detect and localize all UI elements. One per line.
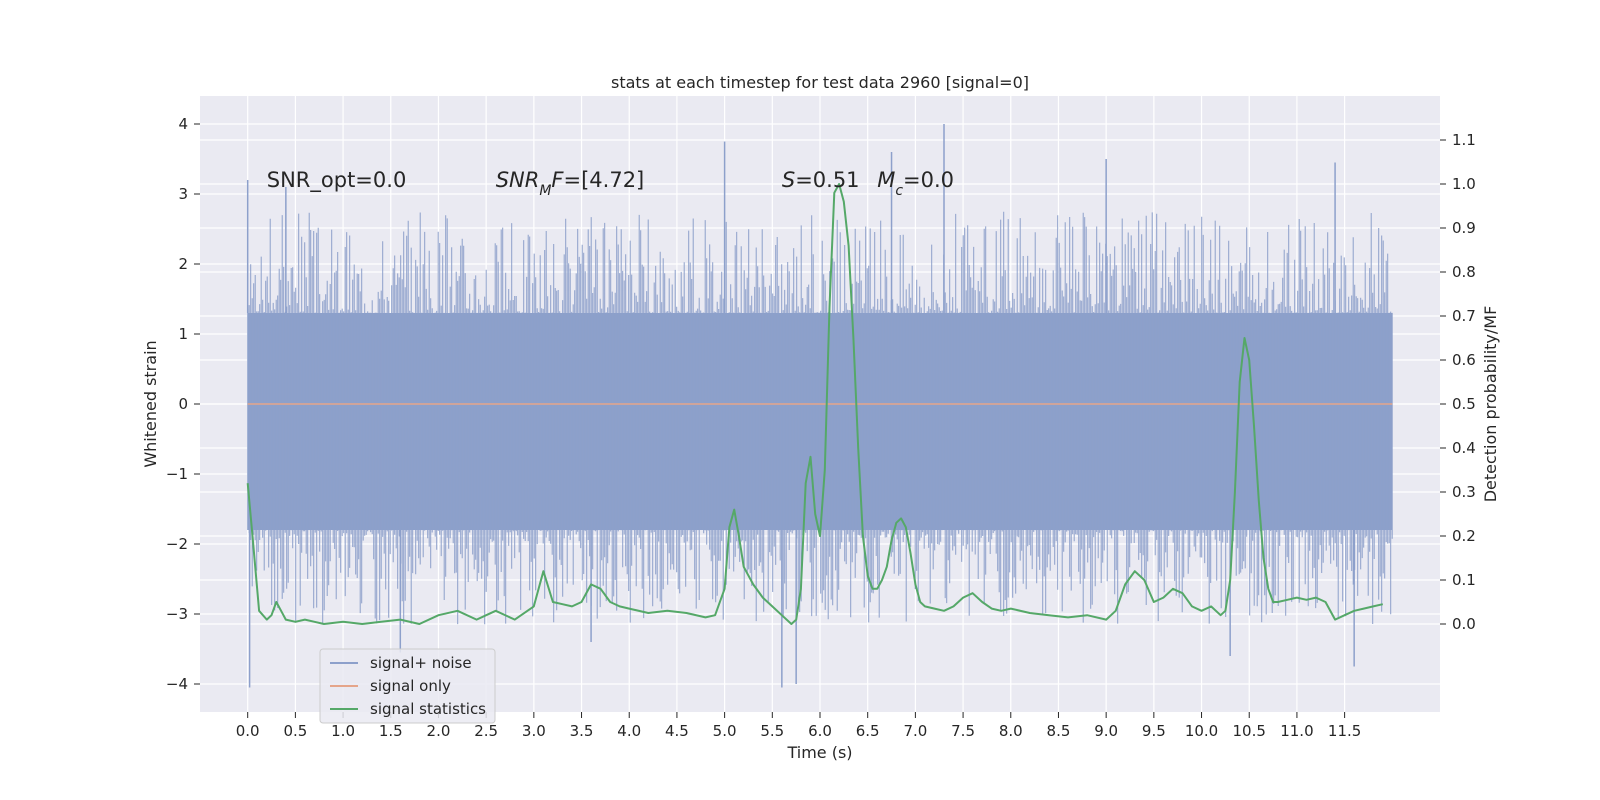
x-tick-label: 2.5	[474, 722, 498, 740]
x-tick-label: 1.0	[331, 722, 355, 740]
y-axis-label-right: Detection probability/MF	[1481, 306, 1500, 503]
x-tick-label: 0.0	[236, 722, 260, 740]
signal-noise-series	[246, 124, 1393, 688]
y-tick-label-right: 1.1	[1452, 131, 1476, 149]
y-tick-label: −3	[166, 605, 188, 623]
x-tick-label: 4.0	[617, 722, 641, 740]
x-tick-label: 0.5	[283, 722, 307, 740]
y-tick-label-right: 0.9	[1452, 219, 1476, 237]
y-tick-label-right: 0.1	[1452, 571, 1476, 589]
y-tick-label-right: 0.6	[1452, 351, 1476, 369]
x-tick-label: 8.0	[999, 722, 1023, 740]
annotation-text: SNR_opt=0.0	[267, 168, 407, 193]
y-tick-label-right: 0.4	[1452, 439, 1476, 457]
x-tick-label: 9.5	[1142, 722, 1166, 740]
x-tick-label: 4.5	[665, 722, 689, 740]
x-tick-label: 3.0	[522, 722, 546, 740]
x-tick-label: 11.0	[1280, 722, 1313, 740]
y-tick-label-right: 0.2	[1452, 527, 1476, 545]
annotation-text: S=0.51	[782, 168, 860, 192]
x-tick-label: 10.0	[1185, 722, 1218, 740]
x-axis-label: Time (s)	[786, 743, 852, 762]
y-tick-label: 3	[178, 185, 188, 203]
y-tick-label: 1	[178, 325, 188, 343]
y-tick-label-right: 0.0	[1452, 615, 1476, 633]
y-tick-label-right: 0.8	[1452, 263, 1476, 281]
legend-label-signal-noise: signal+ noise	[370, 654, 472, 672]
x-tick-label: 7.5	[951, 722, 975, 740]
legend: signal+ noise signal only signal statist…	[319, 648, 496, 724]
y-tick-label: −1	[166, 465, 188, 483]
annotations: SNR_opt=0.0 SNRMF=[4.72] S=0.51 Mc=0.0	[267, 168, 954, 199]
chart-title: stats at each timestep for test data 296…	[611, 73, 1029, 92]
x-tick-label: 2.0	[427, 722, 451, 740]
x-tick-label: 1.5	[379, 722, 403, 740]
annotation-text: Mc=0.0	[877, 168, 954, 199]
y-tick-label-right: 1.0	[1452, 175, 1476, 193]
y-axis-left: 4 3 2 1 0 −1 −2 −3 −4	[166, 115, 200, 693]
y-tick-label: 4	[178, 115, 188, 133]
x-tick-label: 6.0	[808, 722, 832, 740]
x-axis: 0.0 0.5 1.0 1.5 2.0 2.5 3.0 3.5 4.0 4.5 5.0 5.5 6.0 6…	[236, 712, 1361, 740]
noise-band	[247, 313, 1393, 530]
y-tick-label-right: 0.3	[1452, 483, 1476, 501]
y-tick-label: 2	[178, 255, 188, 273]
signal-statistics-series	[246, 183, 1384, 625]
x-tick-label: 8.5	[1047, 722, 1071, 740]
x-tick-label: 3.5	[570, 722, 594, 740]
annotation-text: SNRMF=[4.72]	[496, 168, 645, 199]
x-tick-label: 9.0	[1094, 722, 1118, 740]
x-tick-label: 5.5	[760, 722, 784, 740]
y-tick-label-right: 0.5	[1452, 395, 1476, 413]
noise-spikes	[247, 211, 1393, 625]
y-tick-label: −2	[166, 535, 188, 553]
legend-label-signal-statistics: signal statistics	[370, 700, 486, 718]
x-tick-label: 11.5	[1328, 722, 1361, 740]
legend-label-signal-only: signal only	[370, 677, 451, 695]
x-tick-label: 7.0	[903, 722, 927, 740]
y-axis-label-left: Whitened strain	[141, 340, 160, 467]
x-tick-label: 5.0	[713, 722, 737, 740]
y-tick-label: −4	[166, 675, 188, 693]
x-tick-label: 6.5	[856, 722, 880, 740]
legend-box	[319, 648, 496, 724]
y-axis-right: 1.1 1.0 0.9 0.8 0.7 0.6 0.5 0.4 0.3 0.2 0.1 0.0	[1440, 131, 1476, 633]
y-tick-label: 0	[178, 395, 188, 413]
y-tick-label-right: 0.7	[1452, 307, 1476, 325]
signal-statistics-line	[246, 183, 1384, 625]
x-tick-label: 10.5	[1233, 722, 1266, 740]
